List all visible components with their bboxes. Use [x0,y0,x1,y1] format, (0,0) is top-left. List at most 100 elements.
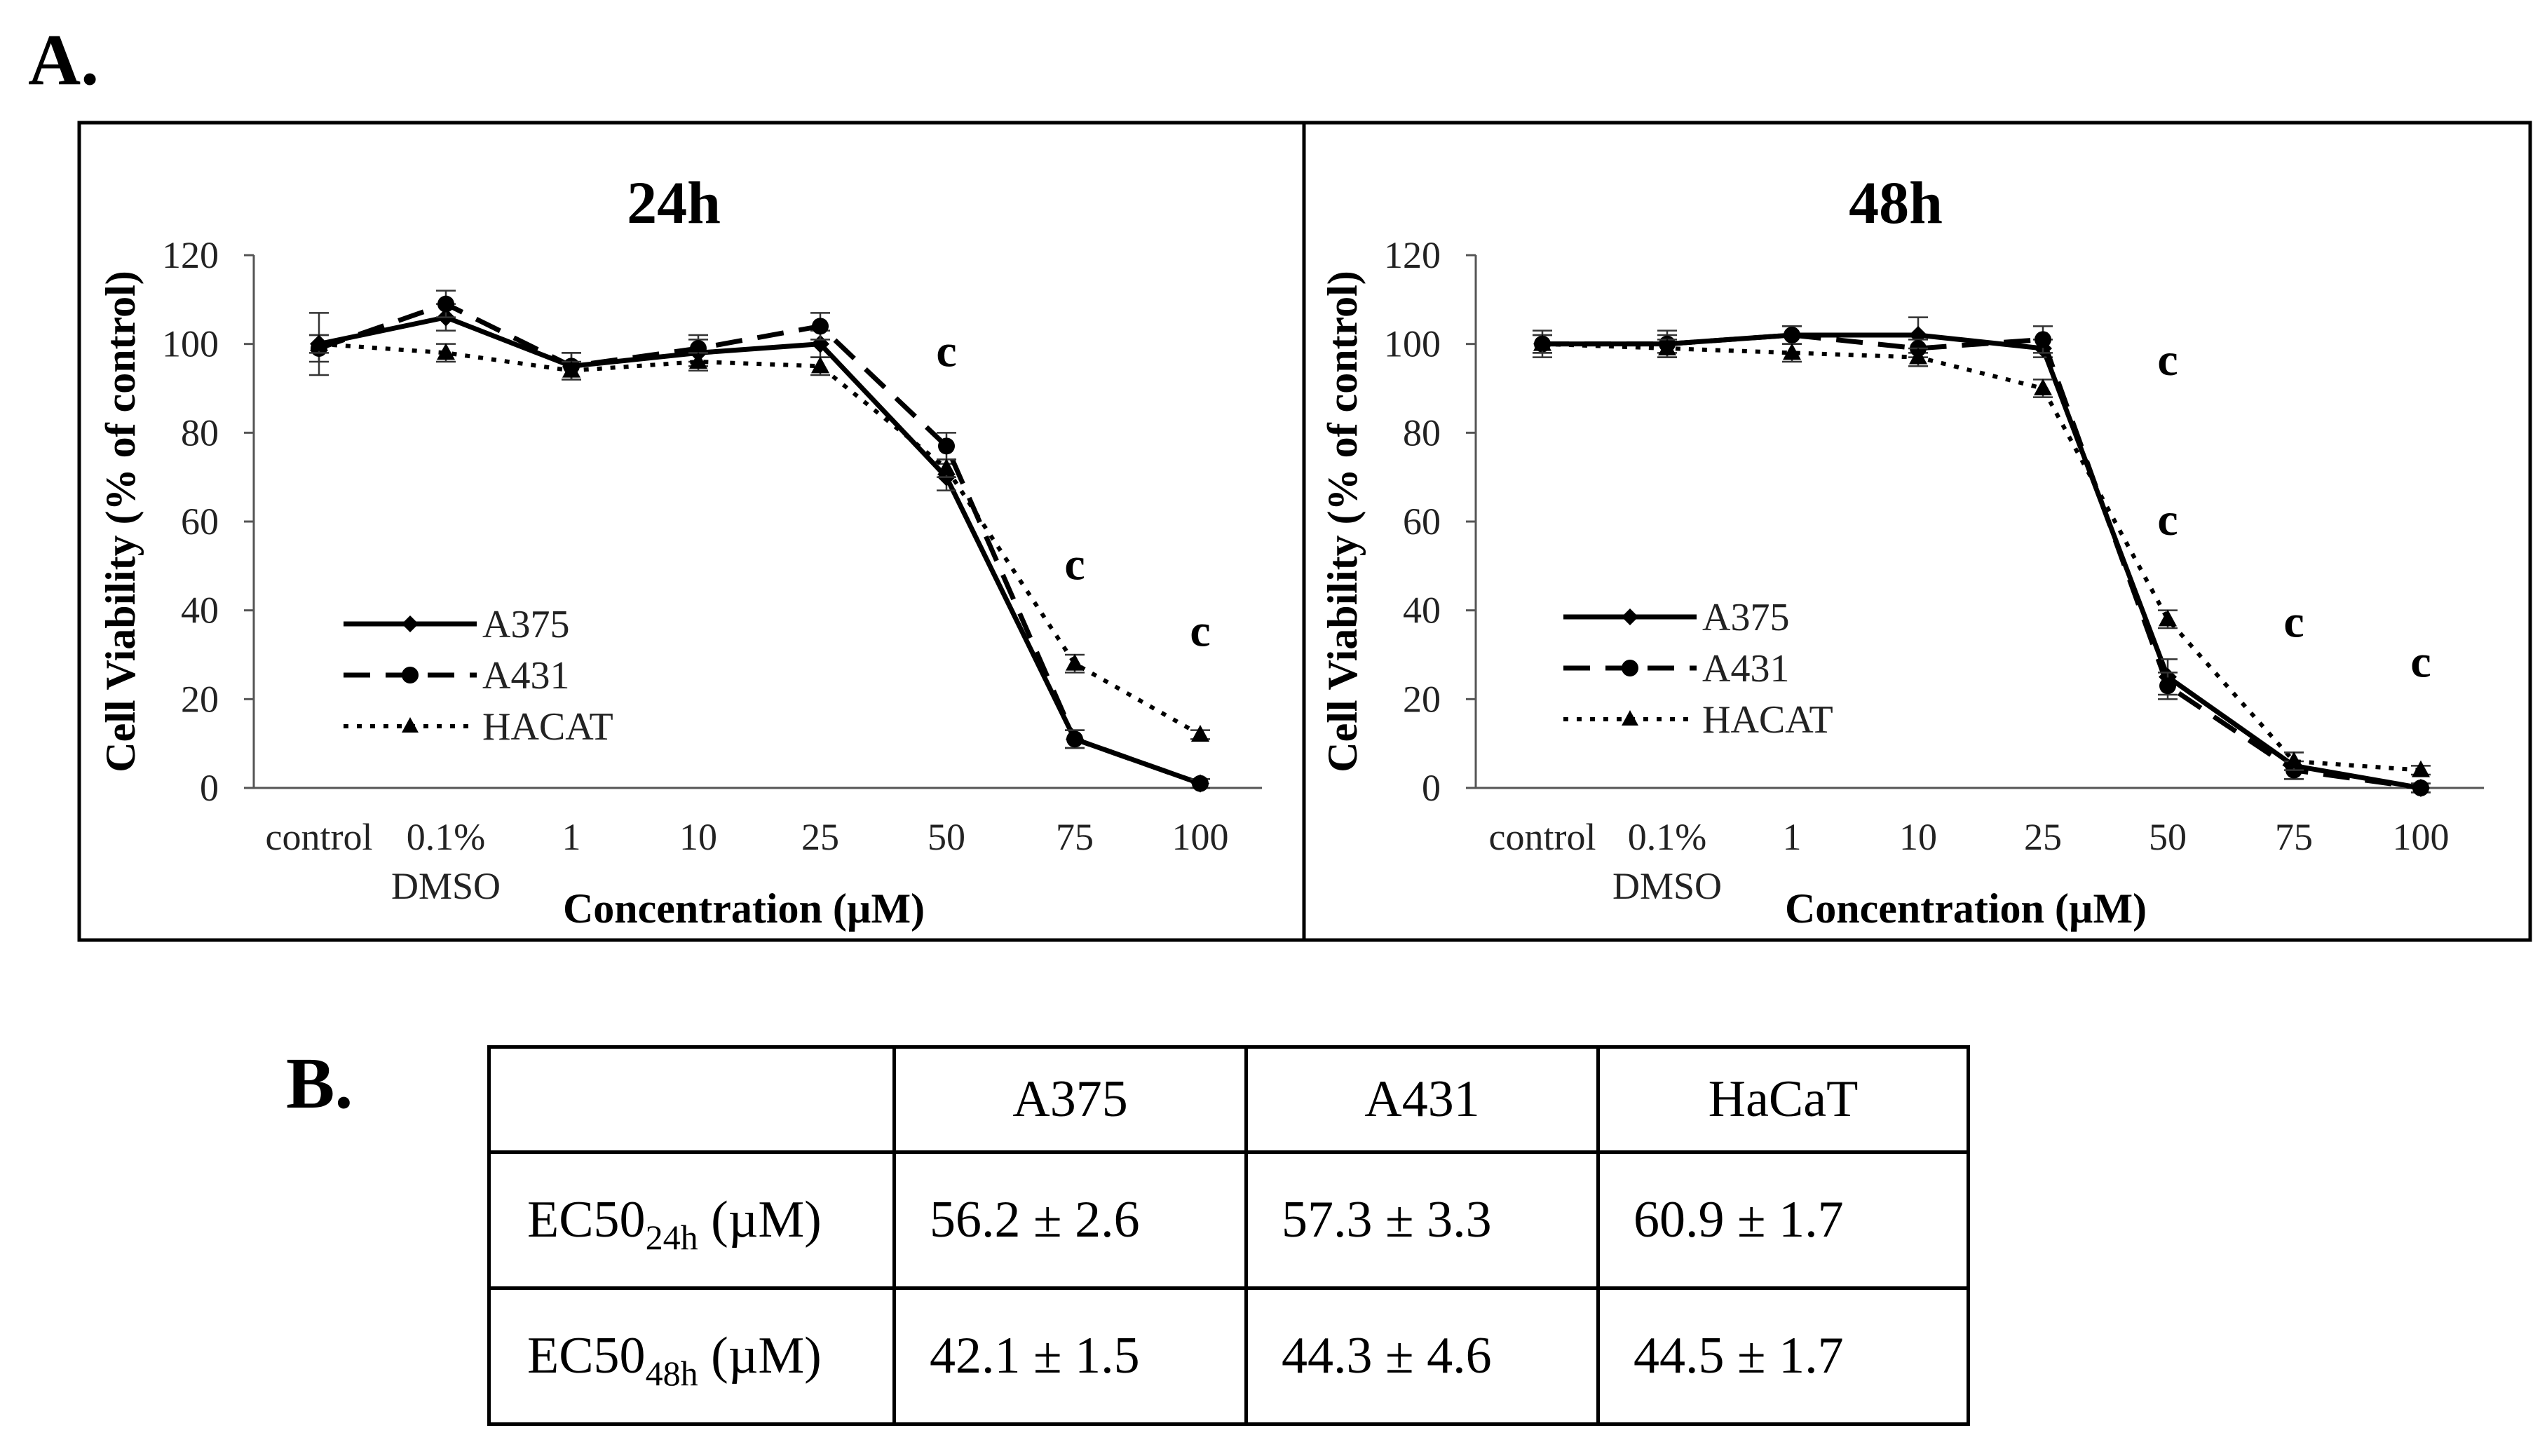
y-tick-label: 100 [162,323,219,365]
label-subscript: 24h [645,1218,698,1257]
data-point-circle [1066,730,1083,748]
x-axis-label: Concentration (µM) [1785,885,2147,932]
legend-label-a375: A375 [1702,596,1789,639]
data-point-triangle [2412,760,2430,777]
x-tick-label: 0.1% DMSO [391,816,501,907]
ec50-table: A375 A431 HaCaT EC5024h (µM) 56.2 ± 2.6 … [487,1045,1970,1426]
legend: A375 A431 HACAT [344,603,613,749]
x-tick-label: 25 [2024,816,2062,858]
y-tick-label: 0 [1422,767,1441,809]
x-tick-label: 10 [1899,816,1937,858]
x-tick-label: 0.1% DMSO [1612,816,1722,907]
legend-marker-diamond [402,615,419,632]
table-cell: 44.5 ± 1.7 [1596,1286,1970,1426]
table-cell: 44.3 ± 4.6 [1244,1286,1600,1426]
x-tick-label-line: 50 [2149,816,2187,858]
table-cell: 57.3 ± 3.3 [1244,1150,1600,1290]
x-tick-label-line: 1 [1783,816,1802,858]
x-tick-label-line: 100 [1172,816,1229,858]
x-tick-label: 100 [2393,816,2450,858]
data-point-triangle [1783,343,1801,360]
significance-label: c [2283,597,2304,648]
x-tick-label: control [1489,816,1596,858]
x-tick-label-line: 1 [562,816,581,858]
y-tick-label: 0 [200,767,219,809]
x-tick-label-line: 25 [801,816,839,858]
x-tick-label: 1 [562,816,581,858]
chart-48h: 48h 0 20 40 60 80 100 120 control 0.1% DMSO 1 10 25 50… [1319,169,2484,932]
legend-marker-triangle [402,717,419,733]
data-point-triangle [811,356,829,374]
y-tick-label: 60 [1403,501,1441,543]
data-point-triangle [937,458,956,475]
y-tick-label: 100 [1384,323,1441,365]
x-tick-label-line: DMSO [1612,865,1722,907]
data-point-triangle [2159,609,2177,627]
y-axis-label: Cell Viability (% of control) [97,271,144,773]
legend-marker-circle [1622,660,1638,676]
significance-label: c [1190,605,1210,656]
legend-marker-diamond [1622,608,1638,625]
x-tick-label: 10 [679,816,717,858]
label-main: EC50 [527,1327,646,1384]
data-point-circle [437,295,454,313]
legend-label-a375: A375 [482,603,569,646]
table-header-a431: A431 [1244,1045,1600,1154]
x-tick-label: 100 [1172,816,1229,858]
table-row-label: EC5024h (µM) [487,1150,896,1290]
series-a375 [1533,316,2431,797]
data-point-triangle [689,352,707,369]
x-tick-label: 75 [1056,816,1094,858]
table-cell: 56.2 ± 2.6 [892,1150,1248,1290]
data-point-circle [2035,331,2051,348]
x-tick-label-line: 10 [1899,816,1937,858]
x-tick-label: 75 [2275,816,2313,858]
table-header-row: A375 A431 HaCaT [487,1045,1970,1154]
x-tick-label-line: 50 [928,816,965,858]
significance-label: c [936,325,956,376]
legend-label-a431: A431 [482,654,569,698]
x-tick-label: 25 [801,816,839,858]
legend-marker-triangle [1622,710,1638,726]
x-tick-label-line: 0.1% [1628,816,1706,858]
x-tick-label-line: 75 [1056,816,1094,858]
data-point-triangle [1191,725,1209,742]
label-subscript: 48h [645,1354,698,1393]
x-tick-label-line: control [1489,816,1596,858]
x-tick-label-line: control [266,816,373,858]
x-tick-label: 50 [928,816,965,858]
y-tick-label: 20 [181,678,219,720]
data-point-circle [1192,775,1209,792]
data-point-triangle [310,334,328,351]
series-line-hacat [318,341,1202,737]
table-cell: 60.9 ± 1.7 [1596,1150,1970,1290]
data-point-circle [812,318,829,335]
panel-a-letter: A. [28,20,99,100]
x-tick-label: 1 [1783,816,1802,858]
chart-title: 48h [1849,169,1943,236]
legend: A375 A431 HACAT [1563,596,1833,742]
series-hacat [309,334,1210,742]
x-tick-label: control [266,816,373,858]
data-point-triangle [1533,334,1551,351]
significance-label: c [2157,334,2178,386]
y-tick-label: 20 [1403,678,1441,720]
data-point-circle [1784,327,1800,343]
data-point-circle [2159,677,2176,695]
y-tick-label: 40 [1403,590,1441,632]
table-cell: 42.1 ± 1.5 [892,1286,1248,1426]
x-tick-label-line: 10 [679,816,717,858]
legend-label-hacat: HACAT [482,705,613,749]
x-tick-label-line: 0.1% [407,816,485,858]
y-tick-label: 80 [1403,411,1441,454]
y-tick-label: 120 [1384,234,1441,276]
table-header-empty [487,1045,896,1154]
data-point-circle [2412,780,2429,796]
y-axis-label: Cell Viability (% of control) [1319,271,1366,773]
table-row-ec50-48h: EC5048h (µM) 42.1 ± 1.5 44.3 ± 4.6 44.5 … [487,1286,1970,1426]
data-point-triangle [1066,653,1084,671]
y-tick-label: 80 [181,411,219,454]
data-point-triangle [2034,379,2052,395]
data-point-triangle [437,343,455,360]
chart-title: 24h [627,169,721,236]
